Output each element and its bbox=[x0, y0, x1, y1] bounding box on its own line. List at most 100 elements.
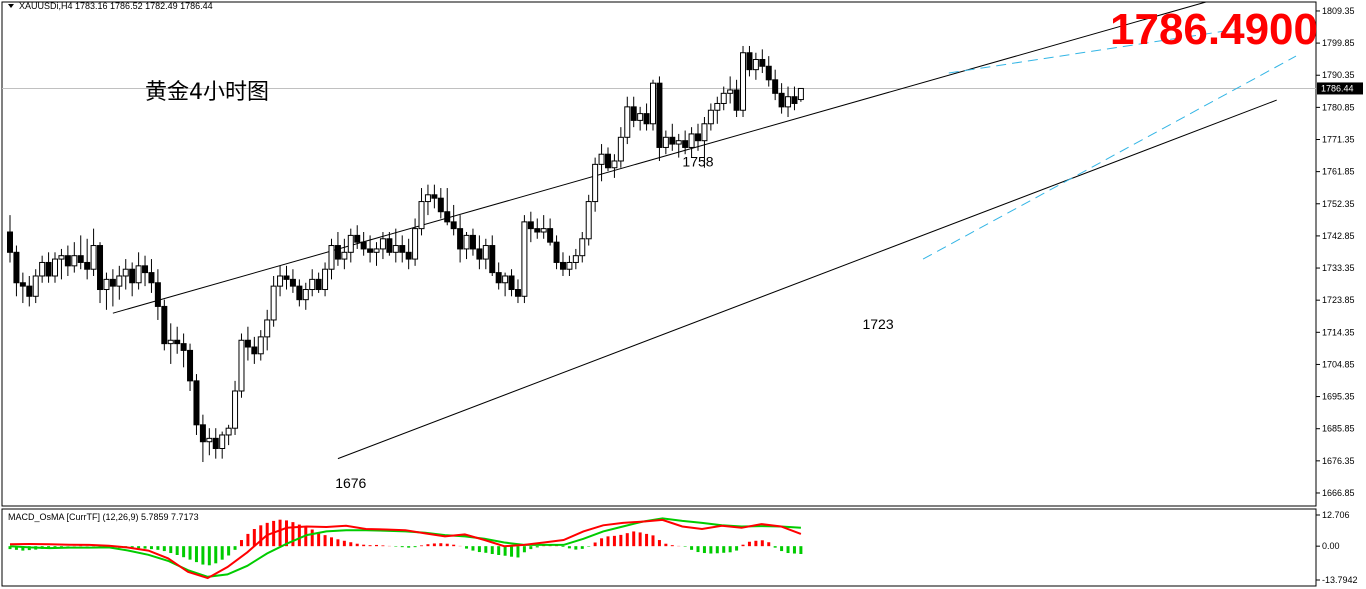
candle-body-down bbox=[360, 241, 367, 250]
candle bbox=[109, 269, 116, 307]
candle bbox=[167, 323, 174, 364]
candle-body-down bbox=[469, 234, 476, 250]
candle bbox=[26, 275, 33, 307]
macd-tick-label: 12.706 bbox=[1322, 510, 1350, 520]
candle-body-up bbox=[379, 238, 386, 250]
candle-body-down bbox=[251, 346, 258, 355]
candle-body-up bbox=[32, 275, 39, 297]
candle bbox=[463, 232, 470, 260]
candle-body-down bbox=[656, 82, 663, 148]
candle-body-down bbox=[559, 261, 566, 270]
candle-body-up bbox=[347, 234, 354, 253]
candle-body-up bbox=[135, 265, 142, 284]
candle bbox=[604, 147, 611, 172]
candle bbox=[682, 130, 689, 155]
dropdown-triangle-icon[interactable] bbox=[8, 4, 14, 8]
candle bbox=[283, 265, 290, 290]
candle-body-up bbox=[785, 96, 792, 108]
candle bbox=[457, 215, 464, 263]
candle-body-down bbox=[97, 245, 104, 291]
candle bbox=[534, 218, 541, 239]
candle-body-up bbox=[585, 201, 592, 240]
candle bbox=[617, 127, 624, 168]
candle bbox=[624, 96, 631, 145]
candle-body-up bbox=[502, 275, 509, 284]
candle-body-up bbox=[611, 160, 618, 169]
candle-body-down bbox=[334, 245, 341, 260]
candle bbox=[585, 194, 592, 246]
candle-body-up bbox=[592, 163, 599, 203]
candle bbox=[592, 157, 599, 212]
candle bbox=[386, 232, 393, 256]
candle-body-down bbox=[643, 113, 650, 125]
candle bbox=[598, 144, 605, 182]
candle-body-down bbox=[77, 255, 84, 263]
candle bbox=[444, 188, 451, 226]
candle bbox=[334, 232, 341, 266]
price-tick-label: 1714.35 bbox=[1322, 327, 1355, 337]
candle-body-up bbox=[167, 339, 174, 345]
candle-body-up bbox=[521, 221, 528, 297]
candle-body-up bbox=[392, 245, 399, 253]
candle bbox=[174, 326, 181, 354]
macd-axis: 12.706 0.00 -13.7942 bbox=[1316, 510, 1358, 585]
macd-panel: MACD_OsMA [CurrTF] (12,26,9) 5.7859 7.71… bbox=[8, 512, 803, 580]
candle bbox=[39, 255, 46, 283]
candle-body-down bbox=[64, 255, 71, 267]
candle bbox=[514, 279, 521, 304]
candle bbox=[367, 235, 374, 263]
candle-body-up bbox=[52, 258, 59, 277]
candle bbox=[32, 269, 39, 304]
wedge-lower-line[interactable] bbox=[922, 55, 1297, 260]
candle-body-up bbox=[566, 261, 573, 270]
candle bbox=[58, 248, 65, 280]
candle-body-down bbox=[199, 424, 206, 443]
candle-body-down bbox=[289, 278, 296, 287]
candle bbox=[695, 123, 702, 151]
candle-body-down bbox=[142, 265, 149, 274]
candle bbox=[84, 238, 91, 280]
candle bbox=[341, 238, 348, 270]
candle bbox=[797, 87, 804, 102]
candle-body-down bbox=[45, 261, 52, 277]
candle bbox=[450, 204, 457, 236]
candle bbox=[785, 86, 792, 118]
candle-body-up bbox=[797, 87, 804, 101]
candle bbox=[328, 238, 335, 280]
candle bbox=[759, 49, 766, 74]
candle bbox=[122, 259, 129, 290]
wedge-upper-line[interactable] bbox=[948, 28, 1239, 74]
candle bbox=[508, 269, 515, 297]
candle-body-up bbox=[662, 136, 669, 148]
candle bbox=[244, 326, 251, 361]
candle bbox=[322, 262, 329, 297]
candle-body-up bbox=[277, 275, 284, 287]
candle-body-down bbox=[695, 133, 702, 142]
candle bbox=[116, 265, 123, 300]
candle bbox=[431, 184, 438, 209]
candle-body-down bbox=[437, 197, 444, 213]
candle bbox=[553, 235, 560, 270]
channel-lower-line[interactable] bbox=[337, 99, 1277, 460]
price-tick-label: 1742.85 bbox=[1322, 231, 1355, 241]
candle bbox=[521, 215, 528, 304]
candle-body-up bbox=[328, 245, 335, 270]
candle bbox=[778, 83, 785, 114]
candle-body-down bbox=[315, 278, 322, 291]
candle bbox=[476, 235, 483, 270]
price-annotation: 1758 bbox=[682, 154, 713, 170]
candle bbox=[19, 272, 26, 304]
candle-body-up bbox=[225, 427, 232, 436]
candle-body-up bbox=[650, 82, 656, 125]
price-tick-label: 1723.85 bbox=[1322, 295, 1355, 305]
candle-body-down bbox=[84, 261, 91, 270]
candle-body-down bbox=[367, 248, 374, 253]
candle bbox=[296, 279, 303, 307]
candle-body-up bbox=[322, 268, 329, 291]
candle-body-down bbox=[682, 140, 689, 148]
candle-body-down bbox=[193, 380, 200, 426]
symbol-info: XAUUSDi,H4 1783.16 1786.52 1782.49 1786.… bbox=[19, 1, 213, 11]
candle bbox=[656, 76, 663, 161]
candle bbox=[13, 245, 20, 297]
